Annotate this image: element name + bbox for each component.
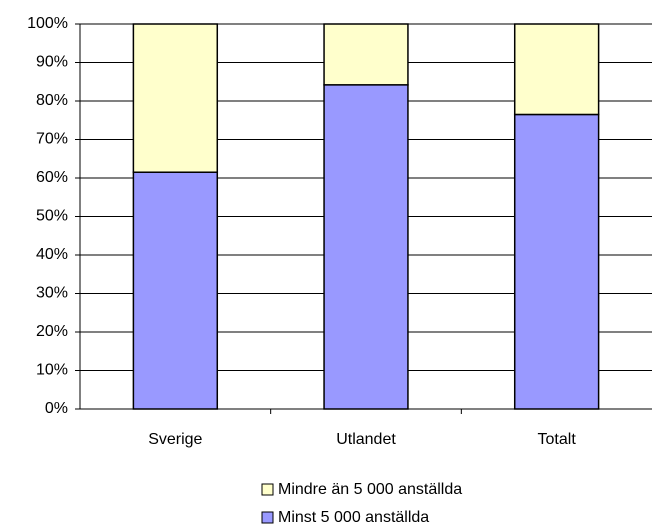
- y-tick-label: 50%: [36, 208, 68, 225]
- bar-segment: [323, 84, 409, 410]
- legend-swatch: [261, 511, 274, 524]
- legend-swatch: [261, 483, 274, 496]
- legend-label: Mindre än 5 000 anställda: [278, 481, 462, 498]
- bar-segment: [513, 23, 600, 116]
- x-tick-label: Sverige: [148, 431, 202, 448]
- legend-label: Minst 5 000 anställda: [278, 509, 429, 526]
- y-tick-label: 80%: [36, 92, 68, 109]
- y-tick-label: 40%: [36, 246, 68, 263]
- x-tick-label: Utlandet: [336, 431, 396, 448]
- bar-segment: [132, 171, 219, 410]
- y-tick-label: 0%: [45, 400, 68, 417]
- y-tick-label: 20%: [36, 323, 68, 340]
- y-tick-label: 30%: [36, 285, 68, 302]
- y-tick-label: 70%: [36, 131, 68, 148]
- bar-segment: [513, 113, 600, 410]
- bar-segment: [132, 23, 219, 173]
- bar-segment: [323, 23, 409, 86]
- y-tick-label: 10%: [36, 362, 68, 379]
- x-tick-label: Totalt: [538, 431, 577, 448]
- y-tick-label: 60%: [36, 169, 68, 186]
- y-tick-label: 90%: [36, 54, 68, 71]
- y-tick-label: 100%: [27, 15, 68, 32]
